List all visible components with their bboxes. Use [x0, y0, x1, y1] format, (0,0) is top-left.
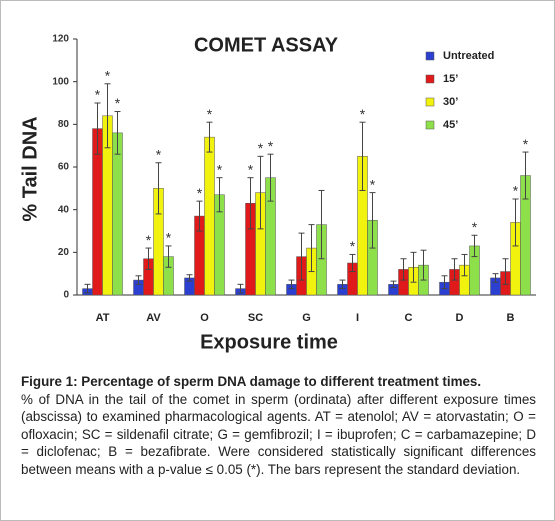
x-axis-label: Exposure time: [200, 331, 338, 353]
y-tick-label: 40: [58, 204, 70, 215]
error-bar: [502, 258, 509, 285]
error-bar: [216, 177, 223, 213]
y-tick-label: 80: [58, 119, 70, 130]
x-tick-label: C: [405, 312, 413, 324]
error-bar: [400, 258, 407, 281]
x-tick-label: AT: [96, 312, 110, 324]
bar: [112, 132, 123, 296]
error-bar: [390, 280, 397, 289]
error-bar: [369, 192, 376, 249]
error-bar: [471, 234, 478, 258]
legend-swatch: [425, 51, 435, 61]
error-bar: [451, 258, 458, 281]
chart: COMET ASSAY Exposure time % Tail DNA 0 20…: [19, 34, 536, 353]
legend-label: 45’: [443, 119, 458, 131]
error-bar: [186, 274, 193, 282]
significance-mark: *: [166, 230, 172, 246]
significance-mark: *: [197, 185, 203, 201]
legend-label: 30’: [443, 96, 458, 108]
y-tick-label: 20: [58, 247, 70, 258]
significance-mark: *: [370, 176, 376, 192]
error-bar: [288, 279, 295, 290]
error-bar: [165, 245, 172, 268]
caption-label: Figure 1: Percentage of sperm DNA damage…: [21, 374, 482, 389]
error-bar: [318, 189, 325, 260]
legend-label: 15’: [443, 73, 458, 85]
x-tick-label: SC: [248, 312, 263, 324]
error-bar: [206, 121, 213, 153]
significance-mark: *: [217, 161, 223, 177]
error-bar: [145, 247, 152, 270]
error-bar: [359, 121, 366, 191]
y-tick-label: 60: [58, 162, 70, 173]
error-bar: [84, 283, 91, 294]
error-bar: [196, 200, 203, 232]
significance-mark: *: [360, 106, 366, 122]
chart-title: COMET ASSAY: [194, 34, 339, 56]
legend-swatch: [425, 74, 435, 84]
x-tick-label: O: [200, 312, 209, 324]
significance-mark: *: [248, 161, 254, 177]
y-axis-label: % Tail DNA: [19, 116, 41, 221]
caption-text: % of DNA in the tail of the comet in spe…: [21, 391, 536, 477]
significance-mark: *: [523, 136, 529, 152]
significance-mark: *: [95, 87, 101, 103]
y-tick-label: 100: [52, 76, 69, 87]
significance-mark: *: [105, 68, 111, 84]
error-bar: [267, 153, 274, 202]
error-bar: [94, 102, 101, 155]
error-bar: [492, 273, 499, 283]
error-bar: [349, 253, 356, 273]
legend-swatch: [425, 120, 435, 130]
caption: Figure 1: Percentage of sperm DNA damage…: [21, 373, 536, 479]
error-bar: [135, 275, 142, 285]
error-bar: [308, 224, 315, 273]
error-bar: [441, 275, 448, 290]
significance-mark: *: [146, 232, 152, 248]
x-tick-label: I: [356, 312, 359, 324]
legend-swatch: [425, 97, 435, 107]
x-tick-label: G: [302, 312, 311, 324]
error-bar: [257, 155, 264, 230]
error-bar: [104, 83, 111, 149]
y-tick-label: 0: [63, 290, 69, 301]
error-bar: [237, 283, 244, 294]
error-bar: [298, 232, 305, 281]
error-bar: [247, 177, 254, 230]
x-tick-label: AV: [146, 312, 161, 324]
y-tick-label: 120: [52, 34, 69, 45]
significance-mark: *: [268, 138, 274, 154]
legend-label: Untreated: [443, 50, 494, 62]
x-tick-label: D: [456, 312, 464, 324]
significance-mark: *: [207, 106, 213, 122]
significance-mark: *: [115, 95, 121, 111]
bar: [204, 136, 215, 296]
significance-mark: *: [156, 146, 162, 162]
significance-mark: *: [350, 238, 356, 254]
error-bar: [155, 162, 162, 215]
error-bar: [522, 151, 529, 200]
x-tick-label: B: [507, 312, 515, 324]
error-bar: [339, 279, 346, 290]
significance-mark: *: [513, 183, 519, 199]
significance-mark: *: [472, 219, 478, 235]
error-bar: [114, 111, 121, 155]
significance-mark: *: [258, 140, 264, 156]
error-bar: [420, 249, 427, 281]
error-bar: [410, 251, 417, 283]
error-bar: [512, 198, 519, 247]
error-bar: [461, 253, 468, 277]
